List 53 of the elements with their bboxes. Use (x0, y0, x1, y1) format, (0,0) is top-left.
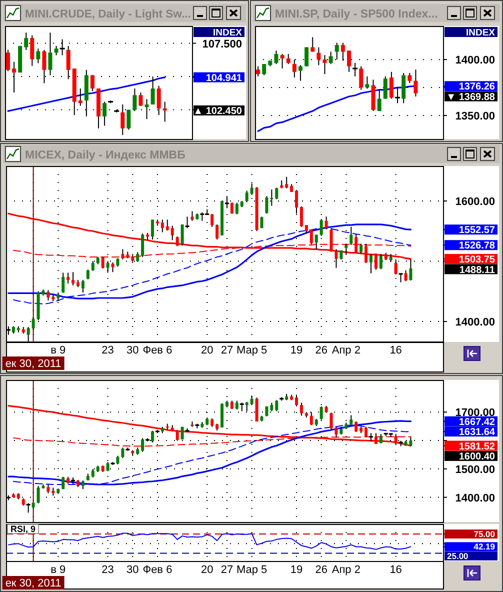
y-axis-title: INDEX (466, 28, 496, 38)
text: ▼ 1369.88 (446, 92, 496, 103)
text: 1488.11 (459, 264, 496, 276)
x-tick-label: 23 (102, 564, 114, 576)
x-tick-label: Мар 5 (236, 344, 268, 356)
text: ▲ 102.450 (193, 106, 242, 118)
chart-title: MINI.CRUDE, Daily - Light Sw... (25, 8, 191, 20)
chart-title: MINI.SP, Daily - SP500 Index... (275, 8, 438, 20)
y-tick-label: 1400.00 (455, 316, 495, 329)
x-tick-label: Апр 2 (332, 564, 360, 576)
y-tick-label: 1400.00 (455, 492, 495, 504)
y-tick-label: 1700.00 (455, 407, 495, 420)
chart-title: MICEX, Daily - Индекс ММВБ (25, 150, 186, 162)
y-tick-label: 107.500 (202, 38, 242, 50)
x-tick-label: 23 (102, 344, 114, 356)
y-tick-label: 1526.78 (458, 240, 496, 252)
x-tick-label: 19 (290, 564, 303, 576)
x-tick-label: 27 (220, 344, 234, 356)
y-tick-label: 1552.57 (458, 225, 496, 236)
y-tick-label: 104.941 (206, 72, 242, 84)
y-tick-label: 1500.00 (455, 464, 495, 476)
y-tick-label: 1631.64 (458, 427, 496, 438)
x-tick-label: в 9 (50, 344, 66, 356)
y-tick-label: 1667.42 (458, 416, 496, 428)
y-tick-label: 1350.00 (455, 110, 495, 123)
x-tick-label: ек 30, 2011 (5, 358, 62, 370)
y-tick-label: 1503.75 (458, 254, 496, 266)
x-tick-label: 16 (390, 344, 402, 356)
x-tick-label: Апр 2 (332, 344, 360, 356)
ref-line-label: 25.00 (447, 550, 469, 561)
x-tick-label: 30 (126, 344, 139, 356)
x-tick-label: 26 (315, 344, 328, 356)
y-tick-label: 75.00 (474, 529, 496, 540)
x-tick-label: 20 (200, 564, 214, 576)
y-tick-label: 42.19 (474, 542, 496, 552)
x-tick-label: Фев 6 (142, 344, 172, 356)
x-tick-label: 16 (390, 564, 402, 576)
text: 1600.40 (458, 452, 496, 463)
y-tick-label: 1376.26 (458, 82, 496, 93)
x-tick-label: Фев 6 (142, 564, 172, 576)
y-tick-label: 1581.52 (458, 441, 496, 452)
x-tick-label: Мар 5 (236, 564, 268, 576)
x-tick-label: 20 (200, 344, 214, 356)
x-tick-label: в 9 (50, 564, 66, 576)
y-axis-title: INDEX (212, 28, 243, 38)
x-tick-label: 19 (290, 344, 303, 356)
x-tick-label: ек 30, 2011 (5, 578, 62, 590)
x-tick-label: 27 (220, 564, 234, 576)
x-tick-label: 26 (315, 564, 328, 576)
y-tick-label: 1600.00 (455, 196, 495, 208)
y-tick-label: 1400.00 (455, 54, 495, 67)
chart-title: RSI, 9 (10, 524, 36, 534)
x-tick-label: 30 (126, 564, 139, 576)
